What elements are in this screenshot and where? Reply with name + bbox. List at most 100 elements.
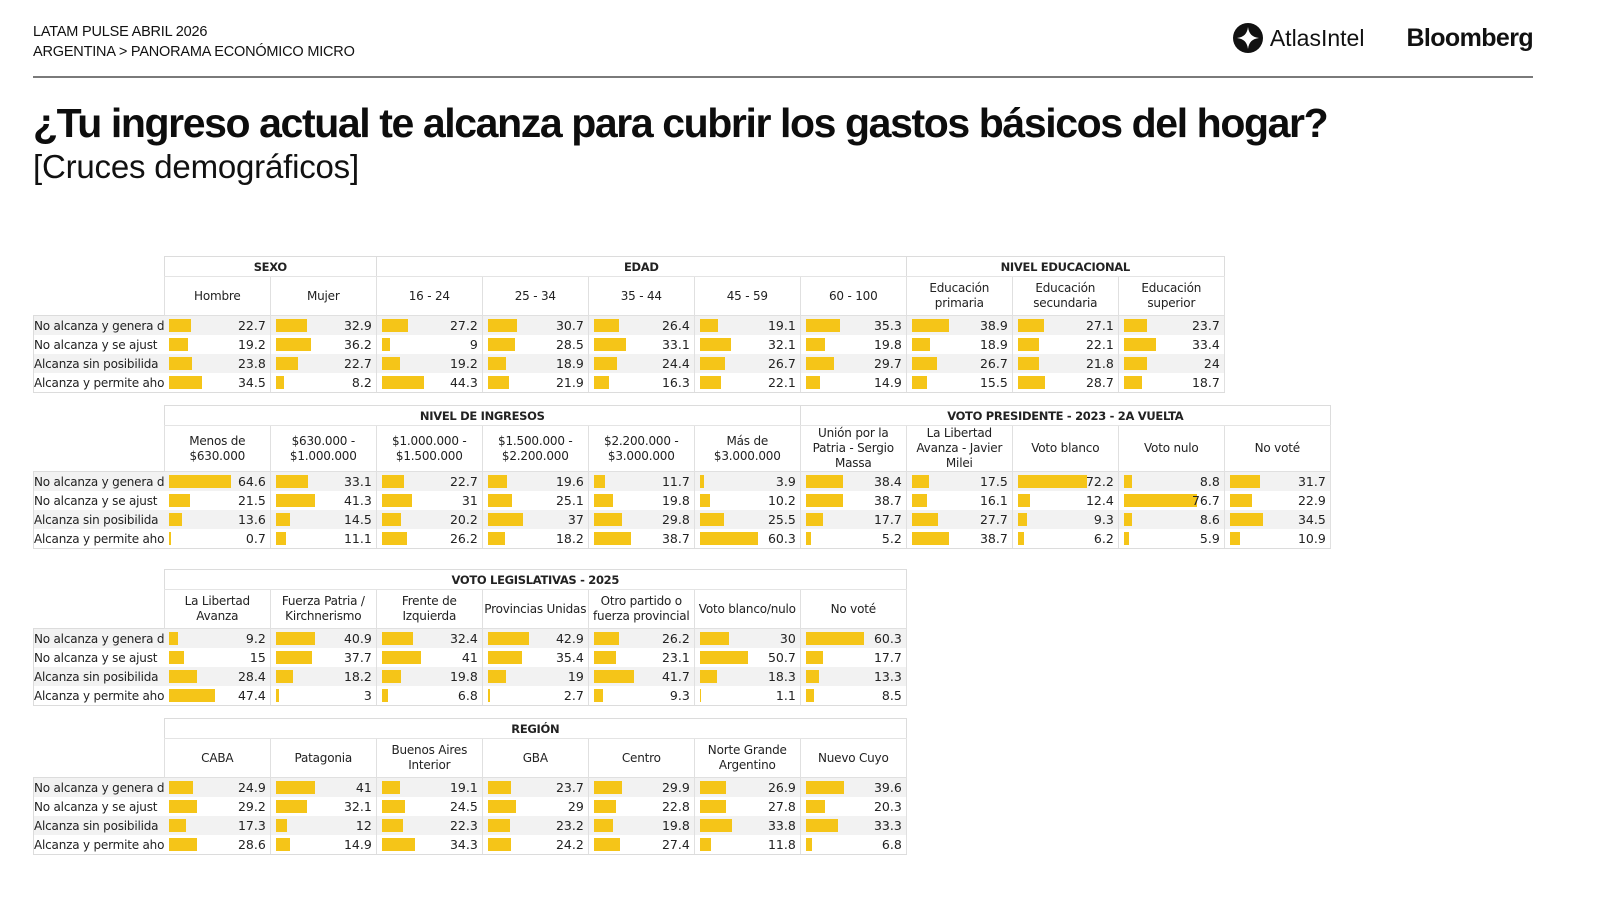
group-header: EDAD xyxy=(375,256,907,277)
data-cell: 60.3 xyxy=(694,529,801,549)
data-cell: 23.7 xyxy=(482,777,589,797)
value-label: 19.1 xyxy=(449,780,478,795)
column-header: Nuevo Cuyo xyxy=(799,738,907,778)
value-label: 41 xyxy=(461,650,478,665)
value-label: 72.2 xyxy=(1085,474,1114,489)
table-row: Alcanza y permite aho 47.4 3 6.8 2.7 9.3 1.1 8.… xyxy=(33,686,907,706)
data-cell: 8.2 xyxy=(270,373,377,393)
data-cell: 12.4 xyxy=(1012,491,1119,510)
value-label: 28.7 xyxy=(1085,375,1114,390)
value-label: 22.7 xyxy=(343,356,372,371)
data-cell: 30.7 xyxy=(482,315,589,335)
data-cell: 32.1 xyxy=(694,335,801,354)
crosstab-table: NIVEL DE INGRESOS VOTO PRESIDENTE - 2023 … xyxy=(33,405,1331,549)
value-bar xyxy=(381,819,404,832)
data-cell: 38.4 xyxy=(800,471,907,491)
data-cell: 22.7 xyxy=(164,315,271,335)
value-bar xyxy=(381,376,425,389)
data-cell: 19 xyxy=(482,667,589,686)
value-label: 31 xyxy=(461,493,478,508)
row-label: Alcanza sin posibilida xyxy=(33,510,165,529)
row-label: No alcanza y se ajust xyxy=(33,797,165,816)
data-cell: 31.7 xyxy=(1224,471,1331,491)
data-cell: 24.4 xyxy=(588,354,695,373)
value-bar xyxy=(275,376,284,389)
column-header: 45 - 59 xyxy=(693,276,801,316)
data-cell: 5.2 xyxy=(800,529,907,549)
data-cell: 9.3 xyxy=(1012,510,1119,529)
data-cell: 19.2 xyxy=(376,354,483,373)
data-cell: 27.1 xyxy=(1012,315,1119,335)
data-cell: 38.7 xyxy=(906,529,1013,549)
value-label: 32.1 xyxy=(767,337,796,352)
value-bar xyxy=(1123,357,1147,370)
value-bar xyxy=(699,494,710,507)
value-bar xyxy=(381,689,389,702)
data-cell: 8.8 xyxy=(1118,471,1225,491)
value-bar xyxy=(699,513,725,526)
data-cell: 19.6 xyxy=(482,471,589,491)
data-cell: 6.8 xyxy=(800,835,907,855)
data-cell: 41.3 xyxy=(270,491,377,510)
value-label: 27.4 xyxy=(661,837,690,852)
value-label: 22.8 xyxy=(661,799,690,814)
group-header-row: SEXO EDAD NIVEL EDUCACIONAL xyxy=(34,256,1225,277)
value-bar xyxy=(1123,475,1133,488)
data-cell: 9.2 xyxy=(164,628,271,648)
value-label: 29.2 xyxy=(237,799,266,814)
value-bar xyxy=(169,513,183,526)
value-label: 28.4 xyxy=(237,669,266,684)
value-label: 60.3 xyxy=(767,531,796,546)
value-bar xyxy=(1017,494,1030,507)
value-bar xyxy=(805,494,843,507)
data-cell: 38.9 xyxy=(906,315,1013,335)
data-cell: 8.5 xyxy=(800,686,907,706)
value-label: 34.5 xyxy=(1297,512,1326,527)
column-header-row: La Libertad Avanza Fuerza Patria / Kirchn… xyxy=(34,589,907,629)
value-bar xyxy=(169,651,184,664)
value-label: 20.3 xyxy=(873,799,902,814)
data-cell: 5.9 xyxy=(1118,529,1225,549)
value-bar xyxy=(911,319,950,332)
group-header: REGIÓN xyxy=(163,718,907,739)
column-header: Hombre xyxy=(163,276,271,316)
column-header-row: CABA Patagonia Buenos Aires Interior GBA Cen… xyxy=(34,738,907,778)
group-header: NIVEL EDUCACIONAL xyxy=(905,256,1225,277)
value-label: 22.3 xyxy=(449,818,478,833)
value-label: 33.3 xyxy=(873,818,902,833)
value-bar xyxy=(381,357,401,370)
value-bar xyxy=(275,494,316,507)
value-label: 25.1 xyxy=(555,493,584,508)
value-label: 19.8 xyxy=(661,818,690,833)
value-bar xyxy=(911,513,939,526)
value-bar xyxy=(593,357,618,370)
value-label: 24.4 xyxy=(661,356,690,371)
value-label: 17.5 xyxy=(979,474,1008,489)
value-bar xyxy=(699,319,719,332)
value-label: 17.7 xyxy=(873,650,902,665)
value-label: 22.1 xyxy=(767,375,796,390)
value-bar xyxy=(275,357,298,370)
value-bar xyxy=(169,319,192,332)
value-label: 19 xyxy=(567,669,584,684)
value-label: 23.1 xyxy=(661,650,690,665)
data-cell: 72.2 xyxy=(1012,471,1119,491)
value-label: 27.7 xyxy=(979,512,1008,527)
value-bar xyxy=(593,475,605,488)
data-cell: 26.7 xyxy=(906,354,1013,373)
data-cell: 35.4 xyxy=(482,648,589,667)
table-row: Alcanza sin posibilida 23.8 22.7 19.2 18.9 24… xyxy=(33,354,1225,373)
value-label: 33.8 xyxy=(767,818,796,833)
value-bar xyxy=(593,513,623,526)
value-label: 6.8 xyxy=(457,688,478,703)
value-label: 32.4 xyxy=(449,631,478,646)
value-bar xyxy=(487,819,511,832)
data-cell: 24.5 xyxy=(376,797,483,816)
value-bar xyxy=(275,670,294,683)
data-cell: 22.1 xyxy=(1012,335,1119,354)
value-label: 29 xyxy=(567,799,584,814)
value-bar xyxy=(699,800,727,813)
value-bar xyxy=(381,670,401,683)
group-header: VOTO LEGISLATIVAS - 2025 xyxy=(163,569,907,590)
value-bar xyxy=(275,632,316,645)
